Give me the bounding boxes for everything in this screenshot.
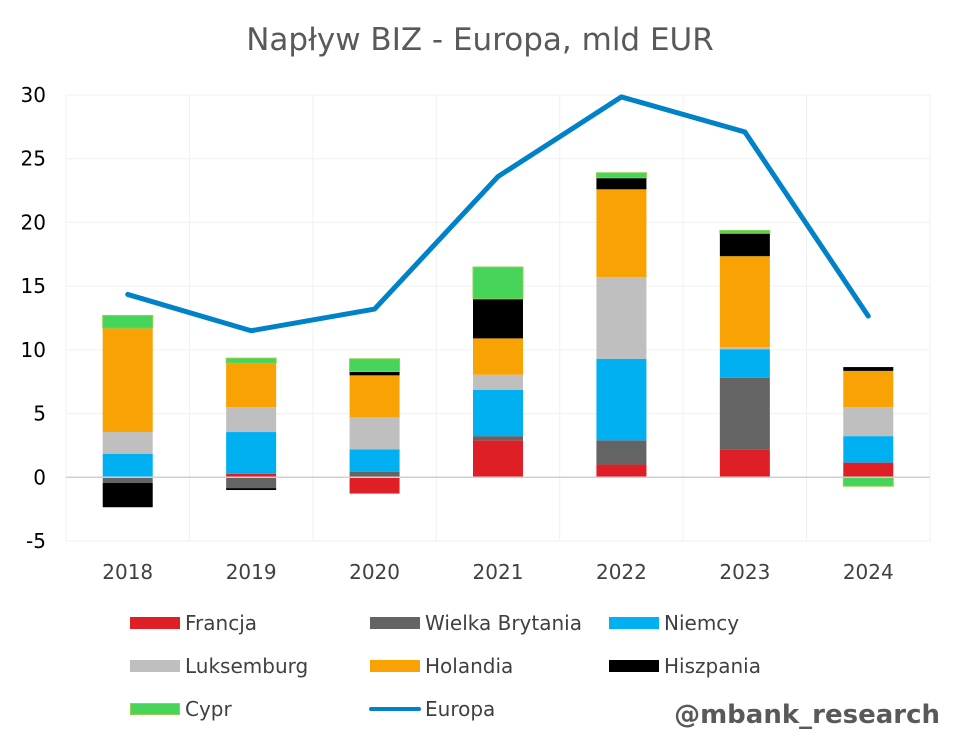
bar-wielka-brytania-2023 <box>719 377 770 450</box>
bar-niemcy-2021 <box>473 389 523 437</box>
bar-luksemburg-2022 <box>596 277 647 359</box>
bar-cypr-2022 <box>595 172 647 179</box>
y-tick-label: 20 <box>21 210 46 234</box>
chart-title: Napływ BIZ - Europa, mld EUR <box>246 22 714 58</box>
legend-item-holandia: Holandia <box>370 654 513 678</box>
bar-luksemburg-2024 <box>843 407 894 437</box>
legend-label: Francja <box>185 611 258 635</box>
legend-item-cypr: Cypr <box>130 697 232 721</box>
bar-hiszpania-2021 <box>473 298 523 339</box>
legend-swatch-francja <box>130 617 180 629</box>
bar-holandia-2018 <box>102 328 153 433</box>
legend-label: Holandia <box>425 654 514 678</box>
y-tick-label: 25 <box>21 147 46 171</box>
y-tick-label: 30 <box>21 83 46 107</box>
bar-cypr-2021 <box>472 266 524 300</box>
watermark: @mbank_research <box>674 700 940 730</box>
x-tick-label: 2023 <box>719 560 770 584</box>
legend-label: Wielka Brytania <box>425 611 582 635</box>
x-tick-label: 2020 <box>349 560 400 584</box>
line-series <box>125 94 871 334</box>
x-axis: 2018 2019 2020 2021 2022 2023 2024 <box>102 560 893 584</box>
bar-luksemburg-2020 <box>349 417 400 450</box>
bar-cypr-2023 <box>719 229 771 234</box>
y-tick-label: -5 <box>26 529 46 553</box>
legend-label: Hiszpania <box>664 654 761 678</box>
bar-francja-2022 <box>596 464 647 478</box>
bar-hiszpania-2024 <box>843 367 894 371</box>
legend-item-europa: Europa <box>369 697 495 721</box>
legend-label: Europa <box>425 697 496 721</box>
bar-holandia-2020 <box>349 375 400 418</box>
bar-wielka-brytania-2019 <box>226 477 277 489</box>
legend-swatch-luksemburg <box>130 660 180 672</box>
bar-francja-2020 <box>349 477 400 494</box>
bar-luksemburg-2021 <box>473 374 523 390</box>
bar-hiszpania-2023 <box>719 233 770 257</box>
legend-item-wielka-brytania: Wielka Brytania <box>370 611 582 635</box>
x-tick-label: 2024 <box>843 560 894 584</box>
bar-wielka-brytania-2020 <box>349 471 400 478</box>
legend-item-francja: Francja <box>130 611 257 635</box>
bar-wielka-brytania-2018 <box>102 477 153 484</box>
x-tick-label: 2019 <box>226 560 277 584</box>
bar-cypr-2020 <box>349 358 401 373</box>
legend-item-luksemburg: Luksemburg <box>130 654 308 678</box>
bar-holandia-2023 <box>719 256 770 348</box>
x-tick-label: 2022 <box>596 560 647 584</box>
bar-luksemburg-2023 <box>719 347 770 350</box>
legend-label: Niemcy <box>664 611 740 635</box>
y-tick-label: 5 <box>33 402 46 426</box>
bar-cypr-2018 <box>102 314 154 329</box>
bar-hiszpania-2020 <box>349 371 400 376</box>
legend-swatch-niemcy <box>609 617 659 629</box>
bar-francja-2021 <box>473 440 523 478</box>
bar-holandia-2022 <box>596 189 647 278</box>
legend-item-niemcy: Niemcy <box>609 611 739 635</box>
x-tick-label: 2021 <box>473 560 524 584</box>
bar-holandia-2024 <box>843 370 894 408</box>
bar-niemcy-2024 <box>843 436 894 463</box>
bar-wielka-brytania-2022 <box>596 440 647 465</box>
y-axis: -5 0 5 10 15 20 25 30 <box>21 83 46 553</box>
legend-item-hiszpania: Hiszpania <box>609 654 761 678</box>
legend-label: Cypr <box>185 697 232 721</box>
bar-niemcy-2022 <box>596 358 647 441</box>
y-tick-label: 15 <box>21 274 46 298</box>
bar-wielka-brytania-2021 <box>473 436 523 441</box>
legend-line-europa <box>369 707 421 711</box>
bar-holandia-2021 <box>473 338 523 375</box>
bar-francja-2023 <box>719 449 770 478</box>
legend-swatch-holandia <box>370 660 420 672</box>
legend-swatch-hiszpania <box>609 660 659 672</box>
bar-cypr-2024 <box>842 476 894 487</box>
bar-niemcy-2023 <box>719 349 770 378</box>
y-tick-label: 0 <box>33 465 46 489</box>
bar-francja-2019 <box>226 473 277 478</box>
bar-niemcy-2018 <box>102 453 153 478</box>
bar-hiszpania-2022 <box>596 177 647 190</box>
bar-hiszpania-2018 <box>102 483 153 508</box>
legend-swatch-wielka-brytania <box>370 617 420 629</box>
bar-niemcy-2020 <box>349 449 400 472</box>
bars <box>102 172 894 508</box>
bar-luksemburg-2019 <box>226 407 277 433</box>
bar-francja-2024 <box>843 462 894 478</box>
bar-holandia-2019 <box>226 363 277 408</box>
bar-luksemburg-2018 <box>102 432 153 454</box>
legend-label: Luksemburg <box>185 654 309 678</box>
bar-hiszpania-2019 <box>226 488 277 491</box>
y-tick-label: 10 <box>21 338 46 362</box>
bar-niemcy-2019 <box>226 432 277 474</box>
legend-swatch-cypr <box>130 703 180 715</box>
x-tick-label: 2018 <box>102 560 153 584</box>
bar-cypr-2019 <box>225 357 277 364</box>
